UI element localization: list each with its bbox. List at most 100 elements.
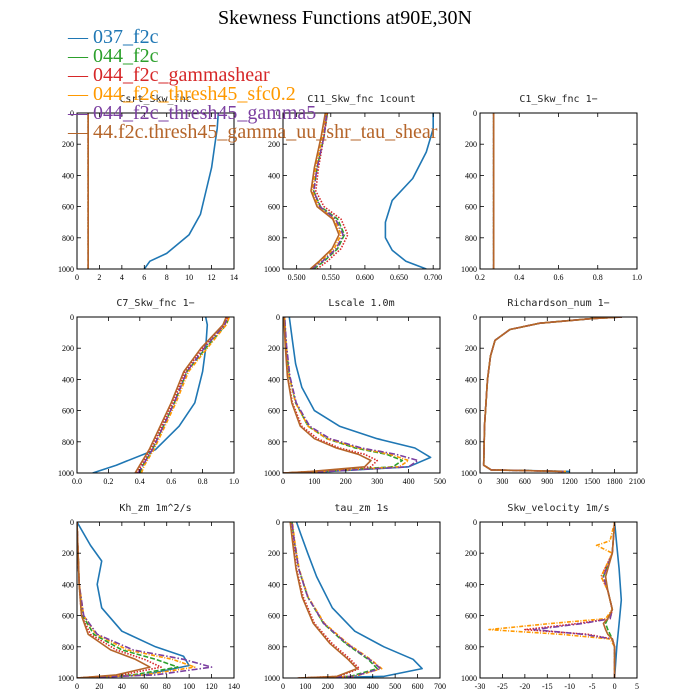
series-line xyxy=(532,522,616,678)
x-tick-label: 200 xyxy=(340,477,352,486)
x-tick-label: 500 xyxy=(434,477,446,486)
x-tick-label: 500 xyxy=(389,682,401,691)
y-tick-label: 400 xyxy=(268,171,280,180)
y-tick-label: 800 xyxy=(465,438,477,447)
y-tick-label: 800 xyxy=(62,234,74,243)
series-line xyxy=(77,522,196,678)
y-tick-label: 600 xyxy=(465,203,477,212)
x-tick-label: -15 xyxy=(542,682,553,691)
y-tick-label: 1000 xyxy=(58,265,74,274)
legend-label: — 044_f2c_gammashear xyxy=(67,64,270,86)
panel-title: C11_Skw_fnc 1count xyxy=(307,94,415,105)
panel-title: C7_Skw_fnc 1− xyxy=(116,298,194,309)
x-tick-label: 0.2 xyxy=(103,477,113,486)
x-tick-label: 300 xyxy=(371,477,383,486)
x-tick-label: 600 xyxy=(519,477,531,486)
y-tick-label: 200 xyxy=(62,140,74,149)
x-tick-label: 0.6 xyxy=(554,273,564,282)
x-tick-label: 10 xyxy=(185,273,193,282)
series-line xyxy=(482,317,623,473)
y-tick-label: 200 xyxy=(268,140,280,149)
series-line xyxy=(309,113,340,269)
x-tick-label: 700 xyxy=(434,682,446,691)
series-line xyxy=(524,522,616,678)
series-group xyxy=(488,522,623,678)
x-tick-label: 300 xyxy=(496,477,508,486)
y-tick-label: 800 xyxy=(268,234,280,243)
panel-2: C11_Skw_fnc 1count 0.500 0.550 0.600 0.650 0.… xyxy=(264,94,442,282)
series-line xyxy=(92,317,209,473)
plot-frame xyxy=(479,521,638,679)
y-tick-label: 600 xyxy=(465,407,477,416)
series-line xyxy=(613,522,623,678)
y-tick-label: 800 xyxy=(62,643,74,652)
legend-label: — 044_f2c_thresh45_sfc0.2 xyxy=(67,83,296,105)
series-group xyxy=(92,317,231,473)
legend-label: — 44.f2c.thresh45_gamma_uu_shr_tau_shear xyxy=(67,121,438,143)
series-line xyxy=(77,522,179,678)
y-tick-label: 0 xyxy=(70,313,74,322)
x-tick-label: 0.500 xyxy=(288,273,306,282)
series-line xyxy=(311,113,344,269)
series-line xyxy=(291,522,383,678)
x-tick-label: 600 xyxy=(412,682,424,691)
y-tick-label: 1000 xyxy=(264,674,280,683)
x-tick-label: 0.550 xyxy=(322,273,340,282)
x-tick-label: 100 xyxy=(299,682,311,691)
panel-title: Kh_zm 1m^2/s xyxy=(119,503,191,514)
y-tick-label: 0 xyxy=(70,109,74,118)
x-tick-label: 8 xyxy=(165,273,169,282)
x-tick-label: 40 xyxy=(118,682,126,691)
series-line xyxy=(291,522,382,678)
series-line xyxy=(77,522,151,678)
series-line xyxy=(77,522,213,678)
y-tick-label: 800 xyxy=(465,643,477,652)
series-line xyxy=(289,522,358,678)
x-tick-label: 0.700 xyxy=(424,273,442,282)
series-line xyxy=(295,522,423,678)
x-tick-label: 100 xyxy=(183,682,195,691)
series-line xyxy=(482,317,623,473)
series-group xyxy=(87,113,220,269)
y-tick-label: 0 xyxy=(276,313,280,322)
x-tick-label: 120 xyxy=(206,682,218,691)
series-line xyxy=(134,317,227,473)
y-tick-label: 800 xyxy=(62,438,74,447)
legend-label: — 044_f2c_thresh45_gamma5 xyxy=(67,102,316,124)
x-tick-label: 300 xyxy=(344,682,356,691)
x-tick-label: 5 xyxy=(635,682,639,691)
series-line xyxy=(283,317,372,473)
x-tick-label: 0 xyxy=(75,273,79,282)
y-tick-label: 600 xyxy=(268,407,280,416)
y-tick-label: 200 xyxy=(62,549,74,558)
y-tick-label: 400 xyxy=(62,580,74,589)
y-tick-label: 600 xyxy=(62,407,74,416)
legend-item: — 044_f2c_thresh45_sfc0.2 xyxy=(67,83,296,105)
y-tick-label: 1000 xyxy=(461,674,477,683)
x-tick-label: 2100 xyxy=(629,477,645,486)
panel-title: tau_zm 1s xyxy=(334,503,388,514)
x-tick-label: -5 xyxy=(589,682,596,691)
series-group xyxy=(482,317,623,473)
y-tick-label: 0 xyxy=(473,109,477,118)
y-tick-label: 800 xyxy=(268,643,280,652)
plot-frame xyxy=(282,112,441,270)
legend-label: — 044_f2c xyxy=(67,45,159,67)
series-line xyxy=(488,522,616,678)
y-tick-label: 200 xyxy=(465,549,477,558)
x-tick-label: 4 xyxy=(120,273,124,282)
series-line xyxy=(482,317,623,473)
y-tick-label: 400 xyxy=(268,580,280,589)
series-line xyxy=(77,522,190,678)
plot-frame xyxy=(76,521,235,679)
panel-3: C1_Skw_fnc 1− 0.2 0.4 0.6 0.8 1.0 0 200 400 600 80… xyxy=(461,94,642,282)
x-tick-label: -25 xyxy=(497,682,508,691)
y-tick-label: 1000 xyxy=(461,265,477,274)
y-tick-label: 1000 xyxy=(461,469,477,478)
x-tick-label: 12 xyxy=(208,273,216,282)
x-tick-label: 0 xyxy=(478,477,482,486)
plot-frame xyxy=(282,316,441,474)
y-tick-label: 0 xyxy=(473,313,477,322)
